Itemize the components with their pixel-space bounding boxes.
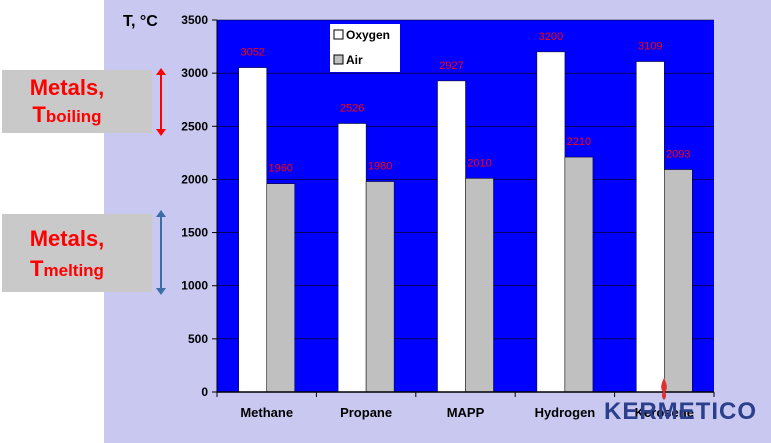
- y-tick-label: 1500: [181, 226, 208, 240]
- x-tick-label-mapp: MAPP: [447, 405, 485, 420]
- melting-subscript: melting: [43, 261, 104, 280]
- x-tick-label-methane: Methane: [240, 405, 293, 420]
- bar-oxygen-propane: [337, 123, 367, 393]
- y-tick-label: 2500: [181, 119, 208, 133]
- y-axis-title: T, °C: [123, 13, 158, 30]
- bar-air-kerosene: [664, 169, 693, 393]
- data-label-oxygen-propane: 2526: [340, 103, 364, 115]
- company-logo: KERMETICO: [604, 398, 757, 425]
- boiling-subscript: boiling: [45, 107, 102, 126]
- boiling-annotation-box: Metals, Tboiling: [2, 70, 152, 133]
- bar-air-methane: [266, 183, 295, 393]
- data-labels: 3052 1960 2526 1980 2927 2010 3200 2210 3109 2093: [240, 31, 690, 175]
- bar-air-mapp: [465, 178, 494, 393]
- legend-swatch-air: [333, 54, 344, 65]
- data-label-oxygen-methane: 3052: [240, 47, 264, 59]
- legend-label-air: Air: [346, 53, 363, 67]
- melting-annotation-box: Metals, Tmelting: [2, 214, 152, 292]
- boiling-annotation-line1: Metals,: [29, 75, 105, 100]
- melting-range-arrow: [156, 210, 166, 295]
- x-tick-label-kerosene: Kerosene: [635, 405, 694, 420]
- melting-annotation-line2: Tmelting: [2, 256, 132, 282]
- y-tick-label: 2000: [181, 172, 208, 186]
- legend-swatch-oxygen: [333, 29, 344, 40]
- boiling-range-arrow: [156, 68, 166, 136]
- bar-oxygen-hydrogen: [536, 51, 566, 393]
- x-tick-label-propane: Propane: [340, 405, 392, 420]
- bar-oxygen-kerosene: [636, 61, 665, 393]
- x-tick-label-hydrogen: Hydrogen: [535, 405, 596, 420]
- melting-t-symbol: T: [30, 256, 44, 281]
- bar-air-hydrogen: [564, 156, 594, 393]
- y-tick-label: 1000: [181, 279, 208, 293]
- y-tick-label: 500: [188, 332, 208, 346]
- logo-flame-icon: [661, 378, 667, 400]
- bars: [238, 51, 693, 393]
- data-label-oxygen-kerosene: 3109: [638, 41, 662, 53]
- legend-label-oxygen: Oxygen: [346, 28, 390, 42]
- data-label-air-methane: 1960: [268, 163, 292, 175]
- bar-oxygen-mapp: [437, 80, 466, 393]
- y-tick-label: 3500: [181, 13, 208, 27]
- data-label-oxygen-hydrogen: 3200: [539, 31, 563, 43]
- data-label-air-hydrogen: 2210: [567, 136, 591, 148]
- boiling-t-symbol: T: [32, 102, 46, 127]
- melting-annotation-line1: Metals,: [29, 226, 105, 251]
- axes: 0 500 1000 1500 2000 2500 3000 3500 Methane Propa…: [181, 13, 715, 420]
- legend: Oxygen Air: [330, 24, 400, 72]
- data-label-air-mapp: 2010: [467, 157, 491, 169]
- data-label-oxygen-mapp: 2927: [439, 60, 463, 72]
- y-tick-label: 0: [201, 385, 208, 399]
- bar-oxygen-methane: [238, 67, 267, 393]
- bar-air-propane: [365, 181, 395, 393]
- y-tick-label: 3000: [181, 66, 208, 80]
- boiling-annotation-line2: Tboiling: [2, 102, 132, 128]
- data-label-air-kerosene: 2093: [666, 149, 690, 161]
- data-label-air-propane: 1980: [368, 161, 392, 173]
